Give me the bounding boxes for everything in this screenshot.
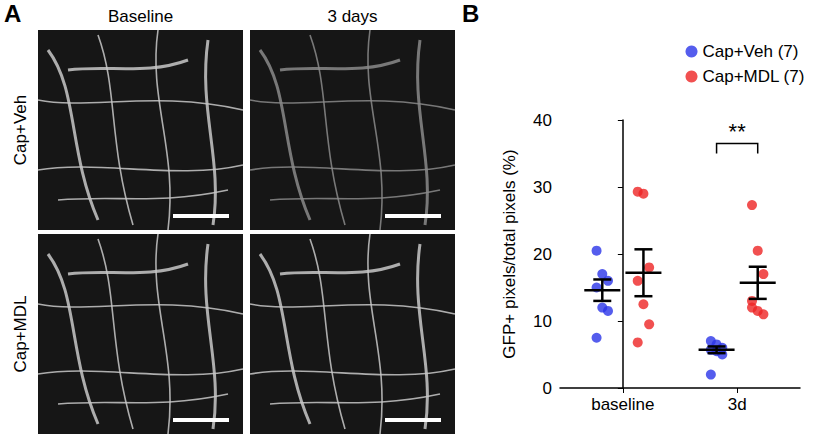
html-text:B: B <box>462 0 480 27</box>
svg-text:0: 0 <box>543 379 552 398</box>
svg-text:3d: 3d <box>728 395 747 414</box>
svg-text:Cap+MDL (7): Cap+MDL (7) <box>702 67 804 86</box>
svg-text:Cap+MDL: Cap+MDL <box>11 295 30 372</box>
svg-text:**: ** <box>729 119 747 144</box>
svg-text:30: 30 <box>533 178 552 197</box>
svg-text:Baseline: Baseline <box>108 7 173 26</box>
svg-text:baseline: baseline <box>591 395 654 414</box>
svg-text:Cap+Veh (7): Cap+Veh (7) <box>702 42 798 61</box>
svg-text:GFP+ pixels/total pixels (%): GFP+ pixels/total pixels (%) <box>500 149 519 358</box>
svg-text:40: 40 <box>533 111 552 130</box>
svg-text:3 days: 3 days <box>327 7 377 26</box>
svg-text:A: A <box>4 0 21 27</box>
svg-text:20: 20 <box>533 245 552 264</box>
svg-text:Cap+Veh: Cap+Veh <box>11 95 30 165</box>
svg-text:10: 10 <box>533 312 552 331</box>
